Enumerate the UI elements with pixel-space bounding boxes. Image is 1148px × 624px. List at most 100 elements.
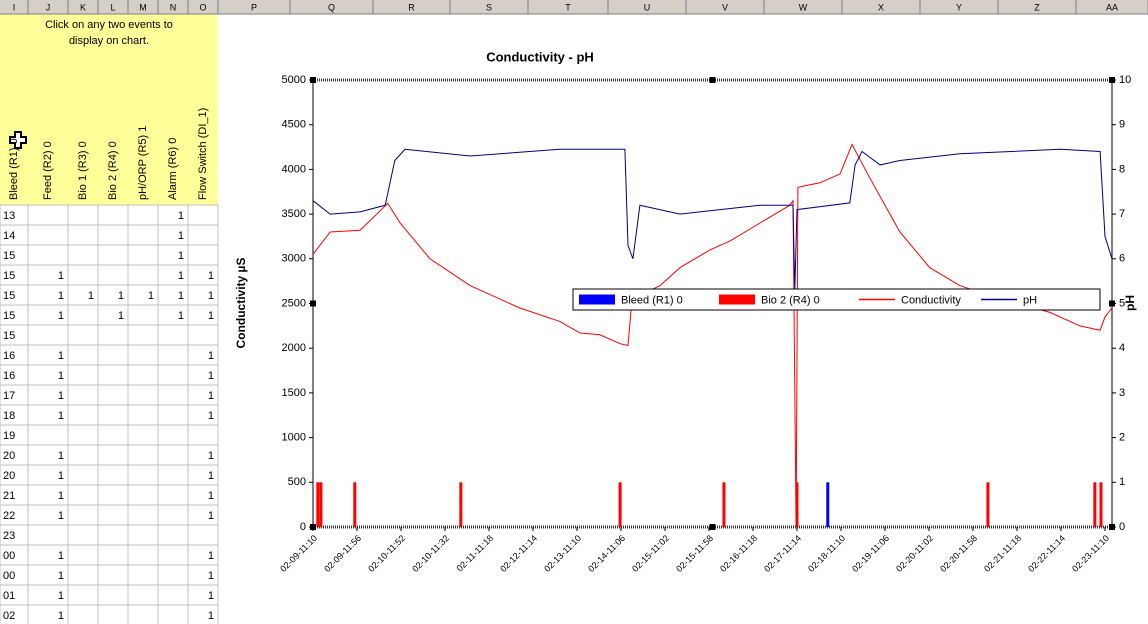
cell-value: 1 <box>58 470 64 482</box>
cell-value: 1 <box>208 510 214 522</box>
row-hour: 15 <box>3 310 15 322</box>
cell-value: 1 <box>148 290 154 302</box>
y2-tick-label: 2 <box>1119 432 1125 444</box>
column-header: M <box>139 2 147 12</box>
legend-label: Bleed (R1) 0 <box>621 294 683 306</box>
chart-title: Conductivity - pH <box>486 49 594 64</box>
vertical-header: Bio 1 (R3) 0 <box>77 141 89 200</box>
cell-value: 1 <box>58 550 64 562</box>
row-hour: 15 <box>3 290 15 302</box>
cell-value: 1 <box>208 370 214 382</box>
cell-value: 1 <box>58 370 64 382</box>
column-header: I <box>13 2 16 12</box>
cell-value: 1 <box>118 310 124 322</box>
cell-value: 1 <box>118 290 124 302</box>
event-bar <box>459 482 463 527</box>
instruction: Click on any two events to <box>45 19 173 31</box>
row-hour: 20 <box>3 470 15 482</box>
y-tick-label: 3500 <box>282 208 306 220</box>
cell-value: 1 <box>178 270 184 282</box>
y2-tick-label: 5 <box>1119 297 1125 309</box>
column-header: R <box>408 2 415 12</box>
vertical-header: Bio 2 (R4) 0 <box>107 141 119 200</box>
y-tick-label: 4500 <box>282 119 306 131</box>
legend-swatch <box>579 294 615 305</box>
y2-tick-label: 7 <box>1119 208 1125 220</box>
event-bar <box>795 482 799 527</box>
row-hour: 19 <box>3 430 15 442</box>
row-hour: 02 <box>3 610 15 622</box>
column-header: N <box>170 2 177 12</box>
vertical-header: Feed (R2) 0 <box>42 141 54 200</box>
cell-value: 1 <box>58 610 64 622</box>
cell-value: 1 <box>208 550 214 562</box>
y2-axis-label: pH <box>1123 295 1137 311</box>
instruction: display on chart. <box>69 35 149 47</box>
legend-label: pH <box>1023 294 1037 306</box>
cell-value: 1 <box>208 350 214 362</box>
cell-value: 1 <box>58 270 64 282</box>
cross-icon <box>9 131 27 149</box>
cell-value: 1 <box>88 290 94 302</box>
y2-tick-label: 10 <box>1119 74 1131 86</box>
column-header: J <box>46 2 51 12</box>
cell-value: 1 <box>208 410 214 422</box>
cell-value: 1 <box>178 290 184 302</box>
row-hour: 15 <box>3 270 15 282</box>
column-header: K <box>80 2 86 12</box>
vertical-header: Bleed (R1) 0 <box>8 138 20 200</box>
legend-label: Bio 2 (R4) 0 <box>761 294 820 306</box>
y-tick-label: 0 <box>300 521 306 533</box>
row-hour: 15 <box>3 330 15 342</box>
y-tick-label: 5000 <box>282 74 306 86</box>
event-bar <box>353 482 357 527</box>
y-tick-label: 2000 <box>282 342 306 354</box>
row-hour: 18 <box>3 410 15 422</box>
row-hour: 23 <box>3 530 15 542</box>
event-bar <box>1093 482 1097 527</box>
column-header: Y <box>956 2 962 12</box>
column-header: Z <box>1034 2 1040 12</box>
row-hour: 15 <box>3 250 15 262</box>
y2-tick-label: 0 <box>1119 521 1125 533</box>
cell-value: 1 <box>208 490 214 502</box>
yellow-header <box>0 14 218 205</box>
event-bar <box>722 482 726 527</box>
cell-value: 1 <box>208 290 214 302</box>
event-bar <box>986 482 990 527</box>
cell-value: 1 <box>58 510 64 522</box>
column-header: X <box>878 2 884 12</box>
vertical-header: Flow Switch (DI_1) <box>197 108 209 200</box>
cell-value: 1 <box>178 230 184 242</box>
row-hour: 21 <box>3 490 15 502</box>
selection-handle <box>709 77 716 83</box>
column-header: P <box>251 2 257 12</box>
row-hour: 00 <box>3 570 15 582</box>
column-header: U <box>644 2 651 12</box>
row-hour: 16 <box>3 350 15 362</box>
cell-value: 1 <box>58 570 64 582</box>
row-hour: 20 <box>3 450 15 462</box>
y-tick-label: 2500 <box>282 297 306 309</box>
column-header: O <box>199 2 206 12</box>
cell-value: 1 <box>58 290 64 302</box>
column-header: L <box>110 2 115 12</box>
y-tick-label: 500 <box>288 476 306 488</box>
row-hour: 14 <box>3 230 15 242</box>
y-axis-label: Conductivity µS <box>234 258 248 349</box>
cell-value: 1 <box>208 610 214 622</box>
row-hour: 16 <box>3 370 15 382</box>
vertical-header: Alarm (R6) 0 <box>167 138 179 200</box>
row-hour: 17 <box>3 390 15 402</box>
cell-value: 1 <box>58 350 64 362</box>
column-header: T <box>565 2 571 12</box>
column-header-bar <box>0 0 1148 14</box>
cell-value: 1 <box>208 590 214 602</box>
y-tick-label: 4000 <box>282 163 306 175</box>
y2-tick-label: 9 <box>1119 119 1125 131</box>
cell-value: 1 <box>178 250 184 262</box>
cell-value: 1 <box>58 310 64 322</box>
cell-value: 1 <box>208 570 214 582</box>
y2-tick-label: 6 <box>1119 253 1125 265</box>
y-tick-label: 3000 <box>282 253 306 265</box>
